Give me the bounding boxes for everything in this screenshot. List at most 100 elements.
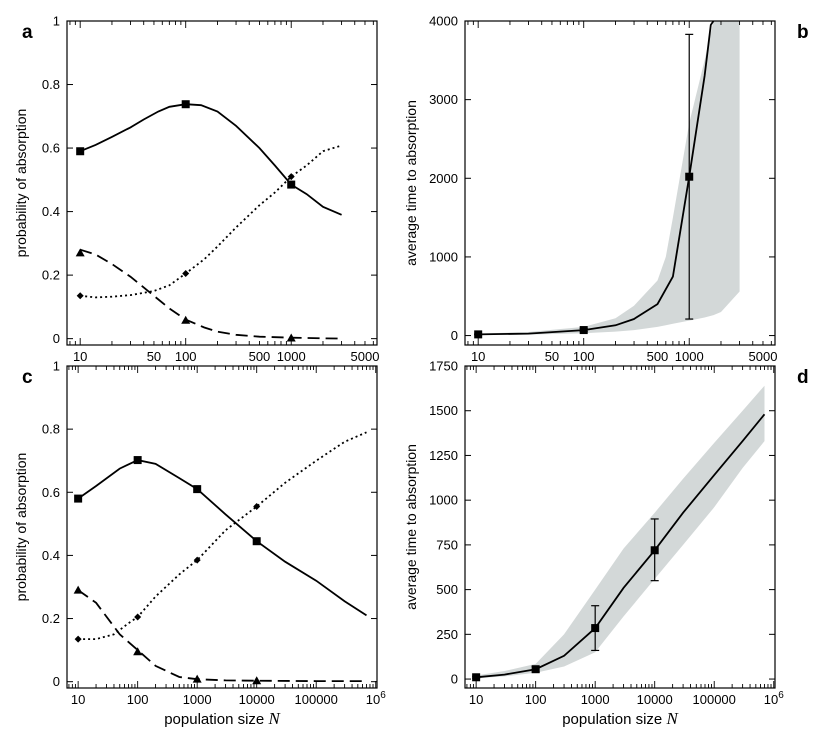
y-axis-label: average time to absorption [403, 100, 419, 266]
y-tick-label: 0.2 [42, 611, 60, 626]
y-tick-label: 0.6 [42, 141, 60, 156]
x-tick-label: 1000 [581, 692, 610, 707]
panel-d: 0 250 500 750 1000 1250 1500 1750 10 100 1000 10000… [403, 359, 809, 729]
data-point-dotted [182, 270, 190, 278]
data-point-dashed [73, 585, 83, 594]
plot-frame [66, 365, 378, 689]
y-tick-label: 500 [436, 582, 458, 597]
y-tick-label: 0.4 [42, 204, 60, 219]
x-tick-label: 106 [366, 690, 386, 707]
series-line-dashed [79, 248, 342, 340]
y-axis-label: probability of absorption [13, 109, 29, 258]
data-point-mean [650, 546, 659, 555]
y-tick-label: 0 [53, 331, 60, 346]
x-tick-superscript: 6 [778, 690, 784, 701]
y-tick-label: 1250 [429, 448, 458, 463]
y-tick-label: 0.6 [42, 485, 60, 500]
x-tick-label: 100 [127, 692, 149, 707]
data-point-solid [74, 494, 83, 503]
series-line-solid [77, 459, 367, 617]
data-point-dashed [75, 248, 85, 257]
data-point-dashed [286, 333, 296, 342]
x-tick-label: 1000 [183, 692, 212, 707]
y-tick-label: 1500 [429, 403, 458, 418]
y-tick-label: 0.8 [42, 422, 60, 437]
y-tick-label: 0 [451, 672, 458, 687]
y-tick-label: 0.2 [42, 268, 60, 283]
y-tick-label: 250 [436, 627, 458, 642]
data-point-solid [133, 456, 142, 465]
panel-c: 0 0.2 0.4 0.6 0.8 1 10 100 1000 10000 100000 106 pro… [13, 359, 386, 729]
series-line-solid [79, 103, 342, 216]
data-point-dotted [287, 173, 295, 181]
x-tick-label: 10 [469, 692, 483, 707]
data-point-solid [252, 537, 261, 546]
series-line-dotted [80, 144, 342, 299]
series-line-dotted [78, 431, 367, 640]
y-tick-label: 0.4 [42, 548, 60, 563]
x-tick-label: 10000 [637, 692, 673, 707]
x-tick-superscript: 6 [380, 690, 386, 701]
x-tick-label: 50 [147, 349, 161, 364]
x-axis-label: population size N [164, 709, 281, 728]
panel-b: 0 1000 2000 3000 4000 10 50 100 500 1000 5000 avera… [403, 14, 809, 365]
panel-label: a [22, 22, 33, 43]
x-tick-label: 10 [73, 349, 87, 364]
data-point-mean [685, 172, 694, 181]
y-tick-label: 2000 [429, 171, 458, 186]
y-tick-label: 0 [451, 328, 458, 343]
x-tick-label: 1000 [675, 349, 704, 364]
x-tick-label: 50 [545, 349, 559, 364]
y-tick-label: 3000 [429, 92, 458, 107]
y-tick-label: 1750 [429, 359, 458, 374]
plot-frame [464, 365, 776, 689]
data-point-solid [193, 485, 202, 494]
panel-label: b [797, 22, 809, 43]
x-tick-label: 500 [249, 349, 271, 364]
y-tick-label: 1 [53, 14, 60, 29]
y-axis-label: probability of absorption [13, 453, 29, 602]
y-tick-label: 4000 [429, 14, 458, 29]
y-axis-label: average time to absorption [403, 444, 419, 610]
x-tick-label: 1000 [277, 349, 306, 364]
data-point-dotted [134, 613, 142, 621]
data-point-solid [181, 100, 190, 109]
data-point-dotted [253, 502, 261, 510]
x-tick-label: 10 [71, 692, 85, 707]
data-point-dotted [193, 556, 201, 564]
x-tick-label: 10000 [239, 692, 275, 707]
data-point-dashed [133, 647, 143, 656]
y-tick-label: 0.8 [42, 77, 60, 92]
y-tick-label: 1000 [429, 493, 458, 508]
plot-frame [66, 20, 378, 346]
confidence-band [476, 385, 765, 679]
x-tick-label: 500 [647, 349, 669, 364]
series-line-mean [478, 21, 715, 336]
plot-frame [464, 20, 776, 346]
data-point-mean [474, 330, 483, 339]
data-point-mean [531, 665, 540, 674]
data-point-dashed [192, 674, 202, 683]
x-tick-label: 10 [471, 349, 485, 364]
data-point-solid [287, 180, 296, 189]
x-tick-label: 5000 [749, 349, 778, 364]
series-line-mean [476, 413, 766, 679]
x-tick-label: 100 [525, 692, 547, 707]
x-axis-label: population size N [562, 709, 679, 728]
data-point-dashed [252, 676, 262, 685]
data-point-mean [472, 673, 481, 682]
y-tick-label: 750 [436, 537, 458, 552]
x-tick-label: 100 [175, 349, 197, 364]
series-line-dashed [77, 589, 367, 682]
x-tick-label: 100000 [693, 692, 736, 707]
data-point-mean [591, 624, 600, 633]
y-tick-label: 1 [53, 359, 60, 374]
y-tick-label: 0 [53, 674, 60, 689]
x-tick-label: 106 [764, 690, 784, 707]
x-tick-label: 100 [573, 349, 595, 364]
data-point-dashed [181, 315, 191, 324]
confidence-band [478, 21, 740, 335]
panel-label: d [797, 367, 809, 388]
y-tick-label: 1000 [429, 249, 458, 264]
